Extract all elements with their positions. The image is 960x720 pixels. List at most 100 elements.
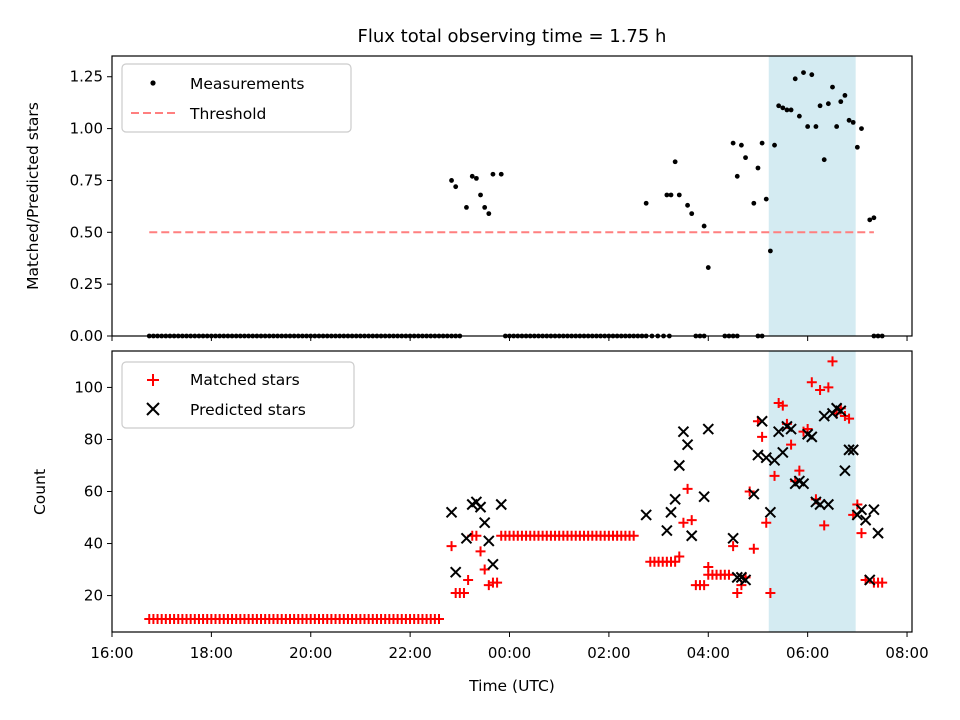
- measurement-point: [871, 215, 877, 221]
- measurement-point: [867, 217, 873, 223]
- matched-star-point: [475, 546, 486, 557]
- matched-star-point: [699, 580, 710, 591]
- measurement-point: [469, 173, 475, 179]
- measurement-point: [668, 192, 674, 198]
- top-y-tick-label: 0.75: [70, 171, 103, 189]
- predicted-star-point: [640, 509, 652, 521]
- matched-star-point: [458, 587, 469, 598]
- bottom-x-axis: 16:00 18:00 20:00 22:00 00:00 02:00 04:00 06:00…: [90, 632, 929, 662]
- measurement-point: [685, 202, 690, 208]
- matched-star-point: [769, 470, 780, 481]
- measurement-point: [846, 117, 852, 123]
- x-tick-label: 20:00: [289, 644, 332, 662]
- measurement-point: [478, 192, 483, 198]
- matched-star-point: [492, 577, 503, 588]
- x-tick-label: 18:00: [190, 644, 233, 662]
- bottom-plot-area: [144, 356, 888, 624]
- measurement-point: [780, 105, 786, 111]
- bottom-y-tick-label: 40: [84, 535, 103, 553]
- measurement-point: [738, 142, 744, 148]
- measurement-point: [743, 155, 748, 161]
- matched-star-point: [806, 377, 817, 388]
- x-axis-label: Time (UTC): [468, 677, 555, 695]
- measurement-point: [672, 159, 678, 165]
- matched-star-point: [856, 528, 867, 539]
- measurement-point: [449, 178, 454, 183]
- predicted-star-point: [760, 451, 772, 464]
- predicted-star-point: [474, 501, 487, 513]
- matched-star-point: [434, 613, 445, 624]
- matched-star-point: [479, 564, 490, 575]
- matched-star-point: [674, 551, 685, 562]
- measurement-point: [482, 205, 488, 210]
- matched-star-point: [471, 530, 482, 541]
- predicted-star-point: [847, 444, 859, 456]
- legend-threshold-label: Threshold: [189, 105, 266, 123]
- predicted-star-point: [814, 498, 826, 511]
- x-tick-label: 06:00: [786, 644, 829, 662]
- measurement-point: [664, 192, 670, 198]
- predicted-star-point: [764, 506, 777, 519]
- predicted-star-point: [460, 532, 473, 545]
- matched-star-point: [827, 356, 838, 367]
- x-tick-label: 00:00: [488, 644, 531, 662]
- predicted-star-point: [818, 410, 830, 422]
- bottom-legend: Matched stars Predicted stars: [121, 361, 355, 429]
- top-panel: 0.00 0.25 0.50 0.75 1.00 1.25 Matched/Predict…: [24, 55, 913, 345]
- predicted-star-point: [698, 490, 710, 503]
- top-y-axis-label: Matched/Predicted stars: [24, 102, 42, 290]
- top-axes-frame: [111, 55, 913, 337]
- legend-measurements-label: Measurements: [190, 75, 305, 93]
- predicted-star-point: [731, 571, 743, 584]
- measurement-point: [705, 265, 711, 270]
- predicted-star-point: [495, 498, 507, 511]
- predicted-star-point: [752, 449, 764, 461]
- measurement-point: [776, 103, 782, 109]
- bottom-y-tick-label: 80: [84, 430, 103, 448]
- predicted-star-point: [868, 504, 880, 516]
- measurement-point: [817, 103, 823, 109]
- measurement-point: [813, 124, 819, 129]
- matched-star-point: [823, 382, 834, 393]
- measurement-point: [859, 126, 864, 131]
- measurement-point: [842, 93, 848, 98]
- matched-star-point: [703, 561, 714, 572]
- x-tick-label: 04:00: [687, 644, 730, 662]
- matched-star-point: [678, 517, 689, 528]
- predicted-star-point: [806, 431, 818, 443]
- measurement-point: [453, 184, 459, 190]
- matched-star-point: [748, 543, 759, 554]
- predicted-star-point: [681, 438, 694, 451]
- matched-star-point: [628, 530, 639, 541]
- predicted-star-point: [843, 444, 855, 456]
- predicted-star-point: [483, 535, 495, 547]
- measurement-point: [755, 165, 761, 171]
- measurement-point: [772, 142, 777, 148]
- measurement-point: [801, 70, 806, 75]
- measurement-point: [490, 171, 496, 177]
- predicted-star-point: [727, 532, 739, 545]
- matched-star-point: [728, 541, 739, 552]
- measurement-point: [751, 200, 757, 206]
- chart-title: Flux total observing time = 1.75 h: [358, 26, 667, 47]
- predicted-star-point: [661, 524, 673, 537]
- bottom-panel: 20 40 60 80 100 16:00 18:00 20:00 22:00 00:00 02:…: [31, 350, 929, 695]
- bottom-y-tick-label: 100: [74, 378, 103, 396]
- predicted-star-point: [665, 506, 677, 519]
- measurement-point: [689, 211, 695, 217]
- predicted-star-point: [872, 527, 884, 539]
- measurement-point: [834, 124, 840, 129]
- predicted-star-point: [702, 423, 714, 435]
- measurement-point: [854, 144, 860, 150]
- predicted-star-point: [855, 504, 868, 516]
- matched-star-point: [682, 483, 693, 494]
- predicted-star-point: [673, 459, 685, 472]
- measurement-point: [759, 140, 765, 146]
- measurement-point: [821, 157, 827, 163]
- predicted-star-point: [797, 477, 810, 490]
- predicted-star-point: [445, 506, 458, 519]
- matched-star-point: [463, 574, 474, 585]
- measurement-point: [850, 119, 856, 125]
- matched-star-point: [686, 515, 697, 526]
- predicted-star-point: [478, 517, 491, 529]
